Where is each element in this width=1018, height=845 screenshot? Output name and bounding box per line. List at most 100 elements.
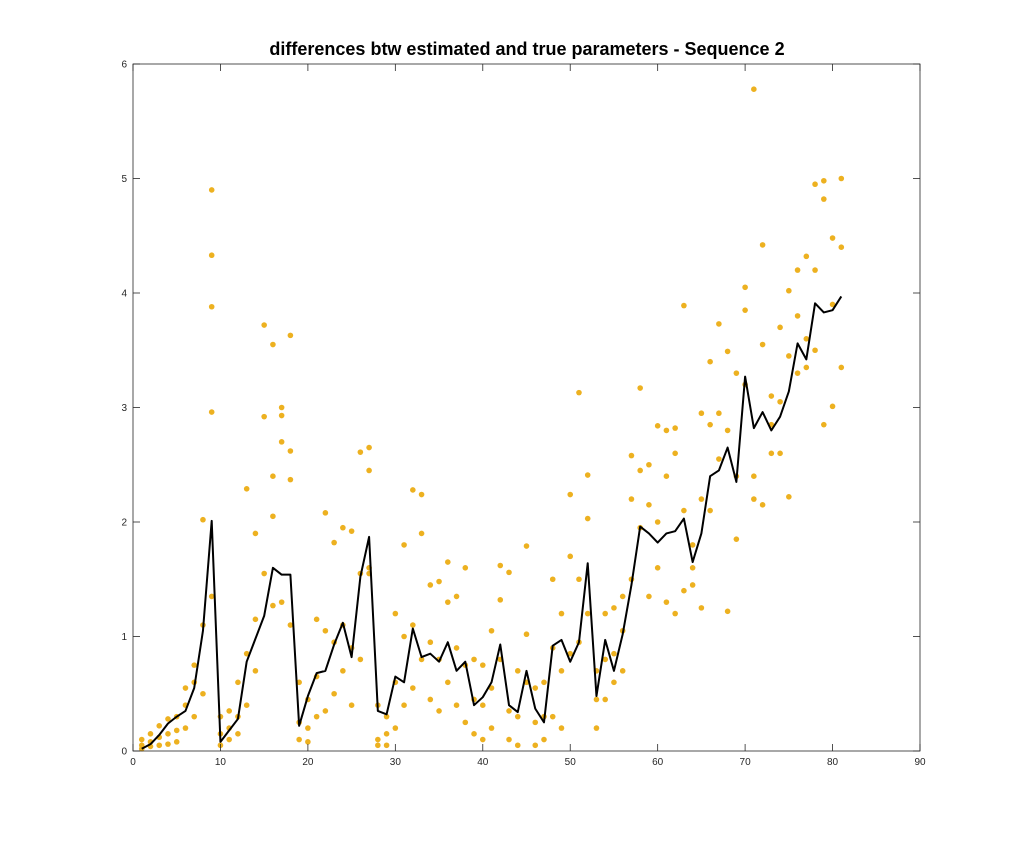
scatter-point: [794, 267, 801, 273]
scatter-point: [681, 302, 687, 309]
x-tick-label: 50: [565, 757, 577, 768]
scatter-point: [182, 725, 189, 731]
scatter-point: [453, 645, 460, 651]
scatter-point: [646, 502, 652, 508]
scatter-point: [549, 576, 556, 583]
scatter-point: [611, 605, 617, 611]
scatter-point: [646, 461, 652, 468]
scatter-point: [663, 427, 670, 434]
scatter-point: [794, 370, 801, 376]
scatter-point: [462, 719, 469, 726]
scatter-point: [165, 741, 171, 747]
scatter-point: [313, 616, 320, 623]
series-line: [141, 295, 843, 750]
scatter-point: [716, 321, 722, 327]
scatter-point: [497, 597, 504, 603]
scatter-point: [829, 403, 836, 410]
scatter-point: [357, 449, 364, 455]
scatter-point: [436, 708, 442, 714]
scatter-point: [733, 370, 740, 376]
scatter-point: [672, 450, 678, 457]
scatter-point: [593, 725, 600, 731]
scatter-point: [322, 708, 329, 714]
scatter-point: [707, 507, 713, 514]
scatter-point: [829, 235, 836, 241]
scatter-point: [698, 410, 705, 417]
scatter-point: [235, 731, 241, 737]
x-tick-label: 60: [652, 757, 664, 768]
scatter-point: [208, 187, 215, 193]
scatter-point: [628, 496, 635, 502]
scatter-point: [794, 313, 801, 319]
scatter-point: [208, 409, 215, 415]
x-tick-label: 90: [914, 757, 926, 768]
scatter-point: [777, 398, 783, 405]
scatter-point: [506, 708, 512, 714]
scatter-point: [375, 742, 381, 749]
scatter-point: [698, 496, 705, 502]
scatter-point: [751, 473, 757, 480]
scatter-point: [759, 341, 766, 348]
scatter-point: [235, 679, 241, 686]
scatter-point: [506, 736, 512, 743]
chart-title: differences btw estimated and true param…: [269, 39, 784, 59]
scatter-point: [270, 602, 276, 609]
scatter-point: [786, 287, 792, 294]
scatter-point: [716, 410, 722, 417]
scatter-point: [208, 303, 215, 310]
y-tick-label: 4: [121, 289, 127, 300]
scatter-point: [611, 650, 617, 657]
scatter-point: [401, 633, 407, 640]
scatter-point: [812, 181, 818, 188]
scatter-point: [681, 587, 687, 594]
scatter-point: [436, 578, 442, 585]
scatter-point: [375, 736, 381, 743]
scatter-point: [488, 725, 495, 731]
y-tick-label: 0: [121, 747, 127, 758]
scatter-point: [593, 696, 600, 703]
scatter-point: [786, 494, 792, 500]
scatter-point: [602, 610, 608, 617]
scatter-point: [514, 742, 521, 749]
scatter-point: [786, 353, 792, 359]
x-tick-label: 40: [477, 757, 489, 768]
scatter-point: [208, 593, 215, 600]
scatter-point: [165, 731, 171, 737]
scatter-point: [278, 599, 285, 605]
scatter-point: [698, 605, 705, 611]
scatter-point: [261, 413, 267, 420]
scatter-point: [270, 341, 276, 348]
y-tick-label: 1: [121, 632, 127, 643]
scatter-point: [532, 742, 539, 749]
scatter-point: [803, 364, 810, 371]
scatter-point: [243, 485, 250, 492]
scatter-point: [558, 725, 565, 731]
y-tick-label: 3: [121, 403, 127, 414]
x-tick-label: 80: [827, 757, 839, 768]
scatter-point: [366, 444, 372, 451]
scatter-point: [252, 530, 259, 537]
scatter-point: [348, 702, 355, 708]
scatter-point: [427, 639, 434, 646]
y-tick-label: 5: [121, 174, 127, 185]
scatter-point: [514, 668, 521, 674]
scatter-point: [357, 656, 364, 663]
scatter-point: [287, 476, 294, 483]
plot-area: 0 10 20 30 40 50 60 70 80 90 0 1 2 3 4 5 6: [121, 60, 926, 769]
scatter-point: [383, 713, 390, 720]
scatter-point: [340, 524, 346, 531]
scatter-point: [838, 364, 845, 371]
scatter-point: [523, 631, 530, 638]
scatter-point: [812, 267, 818, 273]
scatter-point: [278, 412, 285, 419]
scatter-point: [296, 736, 302, 743]
scatter-point: [541, 736, 547, 743]
scatter-point: [829, 301, 836, 308]
scatter-point: [410, 487, 416, 493]
scatter-point: [479, 736, 486, 743]
scatter-point: [523, 543, 530, 549]
scatter-point: [305, 725, 311, 731]
scatter-point: [418, 656, 425, 663]
scatter-point: [567, 553, 574, 560]
